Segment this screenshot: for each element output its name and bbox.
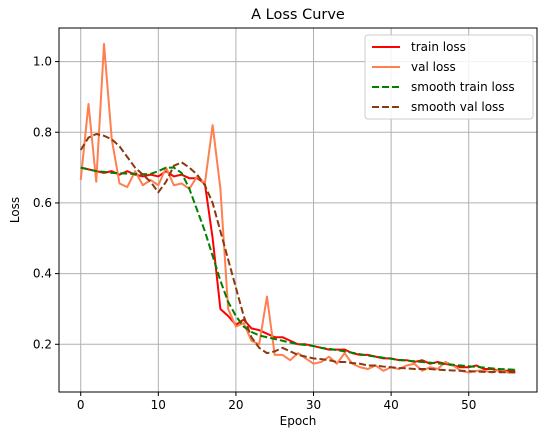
legend-box <box>364 34 534 120</box>
chart-title: A Loss Curve <box>251 7 345 23</box>
x-tick-label: 50 <box>461 398 476 412</box>
y-axis-label: Loss <box>8 197 22 223</box>
legend-label: smooth train loss <box>411 80 515 94</box>
series-line-smooth-train-loss <box>80 166 516 371</box>
y-tick-label: 0.4 <box>33 267 52 281</box>
y-tick-label: 0.6 <box>33 196 52 210</box>
series-line-smooth-val-loss <box>79 133 516 374</box>
x-tick-label: 20 <box>228 398 243 412</box>
y-tick-label: 0.8 <box>33 125 52 139</box>
y-axis-ticks: 0.2 0.4 0.6 0.8 1.0 <box>33 55 59 351</box>
x-tick-label: 0 <box>77 398 85 412</box>
legend-label: val loss <box>411 60 456 74</box>
legend: train loss val loss smooth train loss smoot… <box>364 34 534 120</box>
x-axis-label: Epoch <box>280 414 317 428</box>
y-tick-label: 1.0 <box>33 55 52 69</box>
plot-area-frame <box>58 27 538 393</box>
legend-label: smooth val loss <box>411 100 505 114</box>
x-axis-ticks: 0 10 20 30 40 50 <box>77 392 476 412</box>
y-tick-label: 0.2 <box>33 337 52 351</box>
legend-label: train loss <box>411 40 466 54</box>
x-tick-label: 40 <box>383 398 398 412</box>
series-lines <box>79 42 516 374</box>
x-tick-label: 30 <box>306 398 321 412</box>
x-tick-label: 10 <box>151 398 166 412</box>
